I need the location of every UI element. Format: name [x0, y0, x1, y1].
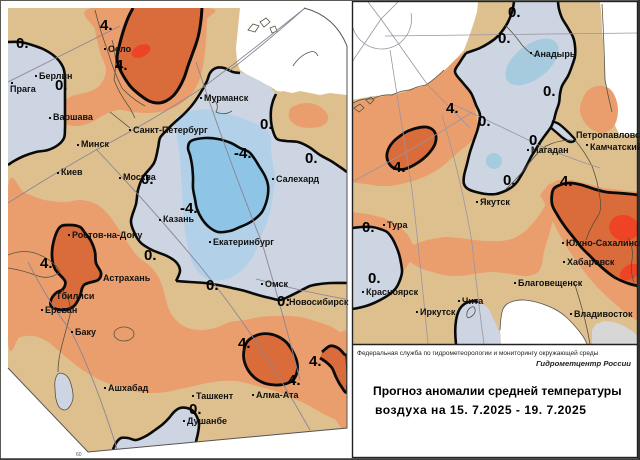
svg-text:0.: 0.	[141, 171, 154, 188]
svg-text:Ереван: Ереван	[45, 305, 77, 315]
svg-text:4.: 4.	[40, 255, 53, 272]
svg-text:4.: 4.	[560, 173, 573, 190]
svg-text:Прага: Прага	[10, 84, 37, 94]
svg-text:Салехард: Салехард	[276, 174, 319, 184]
svg-text:4.: 4.	[393, 159, 406, 176]
svg-text:Анадырь: Анадырь	[534, 49, 576, 59]
svg-text:Иркутск: Иркутск	[420, 307, 456, 317]
svg-text:Южно-Сахалинск: Южно-Сахалинск	[566, 238, 640, 248]
svg-text:Москва: Москва	[123, 172, 157, 182]
svg-text:0.: 0.	[144, 247, 157, 264]
svg-text:0.: 0.	[16, 35, 29, 52]
svg-text:4.: 4.	[309, 353, 322, 370]
svg-text:Баку: Баку	[75, 327, 96, 337]
svg-text:4.: 4.	[238, 335, 251, 352]
svg-text:Чита: Чита	[462, 296, 484, 306]
svg-text:Ташкент: Ташкент	[196, 391, 234, 401]
svg-text:Якутск: Якутск	[480, 197, 510, 207]
svg-text:Прогноз аномалии средней темпе: Прогноз аномалии средней температуры	[373, 384, 622, 398]
svg-text:Красноярск: Красноярск	[366, 287, 419, 297]
svg-text:Камчатский: Камчатский	[590, 142, 640, 152]
svg-text:Казань: Казань	[163, 214, 195, 224]
svg-text:4.: 4.	[100, 17, 113, 34]
svg-text:4.: 4.	[288, 372, 301, 389]
svg-text:-4.: -4.	[180, 200, 198, 217]
svg-text:0.: 0.	[543, 83, 556, 100]
svg-text:Алма-Ата: Алма-Ата	[256, 390, 300, 400]
svg-text:Киев: Киев	[61, 167, 83, 177]
svg-text:0.: 0.	[478, 113, 491, 130]
svg-text:Астрахань: Астрахань	[103, 273, 151, 283]
svg-text:Санкт-Петербург: Санкт-Петербург	[133, 125, 208, 135]
svg-text:0.: 0.	[503, 172, 516, 189]
svg-text:Гидрометцентр России: Гидрометцентр России	[536, 359, 631, 368]
svg-text:Благовещенск: Благовещенск	[518, 278, 583, 288]
svg-text:Душанбе: Душанбе	[187, 416, 227, 426]
svg-text:Магадан: Магадан	[531, 145, 569, 155]
svg-text:0.: 0.	[529, 132, 542, 149]
svg-text:0.: 0.	[55, 77, 68, 94]
svg-text:Новосибирск: Новосибирск	[289, 297, 349, 307]
svg-text:Минск: Минск	[81, 139, 109, 149]
svg-text:Берлин: Берлин	[39, 71, 72, 81]
svg-text:4.: 4.	[115, 57, 128, 74]
svg-text:0.: 0.	[498, 30, 511, 47]
svg-text:0.: 0.	[260, 116, 273, 133]
svg-text:0.: 0.	[362, 219, 375, 236]
svg-text:Екатеринбург: Екатеринбург	[213, 237, 274, 247]
svg-text:Ростов-на-Дону: Ростов-на-Дону	[72, 230, 142, 240]
svg-text:0.: 0.	[206, 277, 219, 294]
svg-text:Варшава: Варшава	[53, 112, 94, 122]
svg-text:Осло: Осло	[108, 44, 132, 54]
svg-text:0.: 0.	[189, 401, 202, 418]
svg-text:0.: 0.	[277, 293, 290, 310]
svg-text:Петропавловск: Петропавловск	[576, 130, 640, 140]
svg-text:Тура: Тура	[387, 220, 409, 230]
svg-text:Хабаровск: Хабаровск	[567, 257, 615, 267]
svg-text:60: 60	[76, 452, 82, 458]
svg-text:0.: 0.	[508, 4, 521, 21]
svg-text:4.: 4.	[446, 100, 459, 117]
svg-text:Мурманск: Мурманск	[204, 93, 249, 103]
svg-text:Федеральная служба по гидромет: Федеральная служба по гидрометеорологии …	[357, 349, 599, 357]
svg-text:0.: 0.	[305, 150, 318, 167]
svg-text:-4.: -4.	[234, 145, 252, 162]
svg-text:воздуха на 15. 7.2025 - 19.: воздуха на 15. 7.2025 - 19. 7.2025	[375, 403, 587, 417]
svg-text:Тбилиси: Тбилиси	[56, 291, 94, 301]
svg-text:Владивосток: Владивосток	[574, 309, 633, 319]
svg-text:0.: 0.	[368, 270, 381, 287]
svg-text:Омск: Омск	[265, 279, 289, 289]
svg-text:Ашхабад: Ашхабад	[108, 383, 149, 393]
